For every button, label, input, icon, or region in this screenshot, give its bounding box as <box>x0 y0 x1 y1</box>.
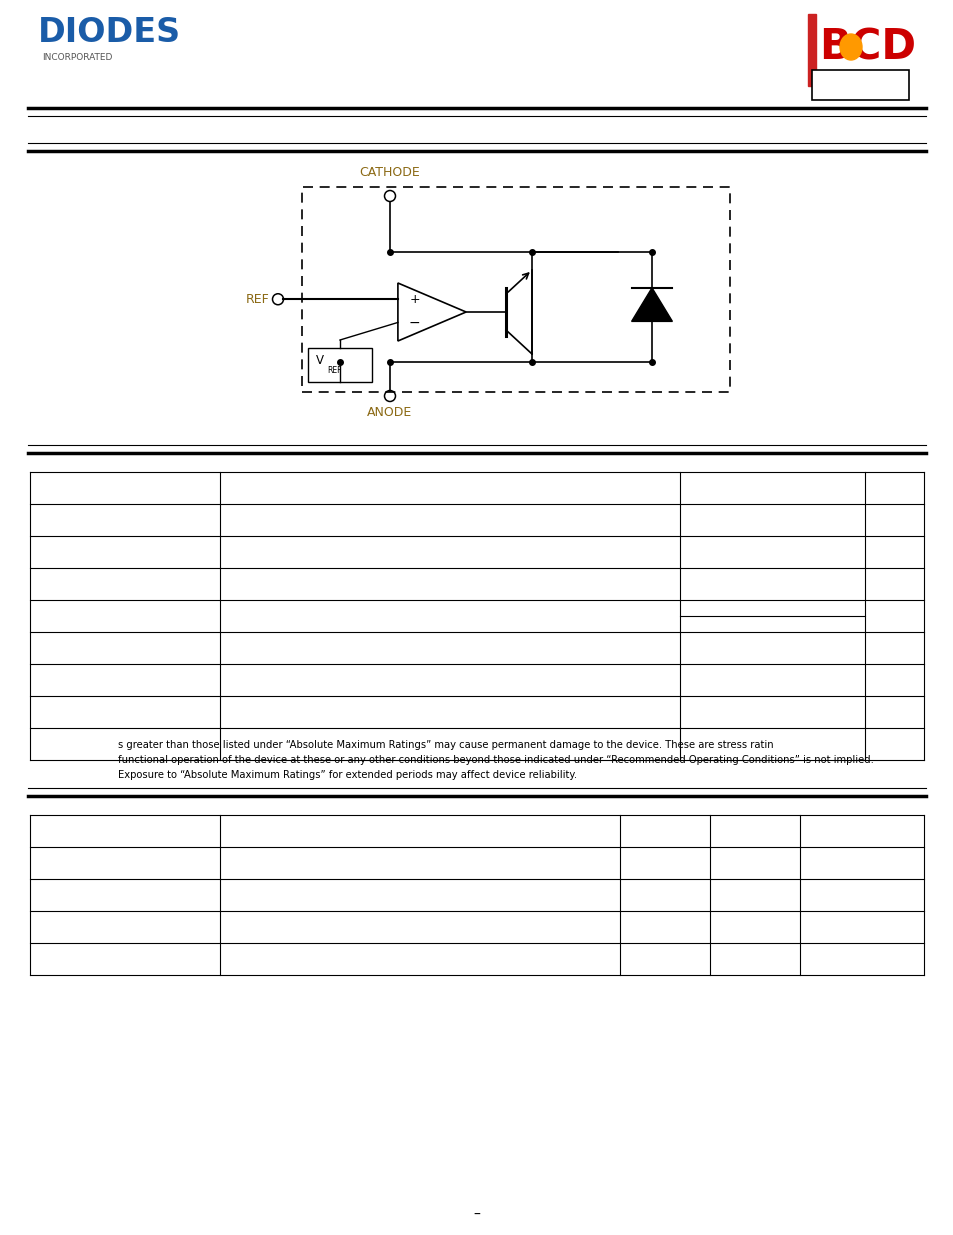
Text: −: − <box>409 315 420 330</box>
Text: REF: REF <box>328 366 342 374</box>
Text: CATHODE: CATHODE <box>359 165 420 179</box>
Text: functional operation of the device at these or any other conditions beyond those: functional operation of the device at th… <box>118 755 873 764</box>
Bar <box>308 348 372 382</box>
Text: ANODE: ANODE <box>367 405 413 419</box>
Text: s greater than those listed under “Absolute Maximum Ratings” may cause permanent: s greater than those listed under “Absol… <box>118 740 773 750</box>
Polygon shape <box>631 288 672 321</box>
Text: REF: REF <box>246 293 270 306</box>
Bar <box>807 14 815 86</box>
Text: +: + <box>409 293 419 306</box>
Text: DIODES: DIODES <box>38 16 181 48</box>
Text: INCORPORATED: INCORPORATED <box>42 53 112 63</box>
Text: V: V <box>315 354 324 368</box>
Ellipse shape <box>840 35 862 61</box>
Text: Exposure to “Absolute Maximum Ratings” for extended periods may affect device re: Exposure to “Absolute Maximum Ratings” f… <box>118 769 577 781</box>
Bar <box>811 70 908 100</box>
Text: –: – <box>473 1208 480 1221</box>
Bar <box>302 186 729 391</box>
Text: BCD: BCD <box>819 27 916 69</box>
